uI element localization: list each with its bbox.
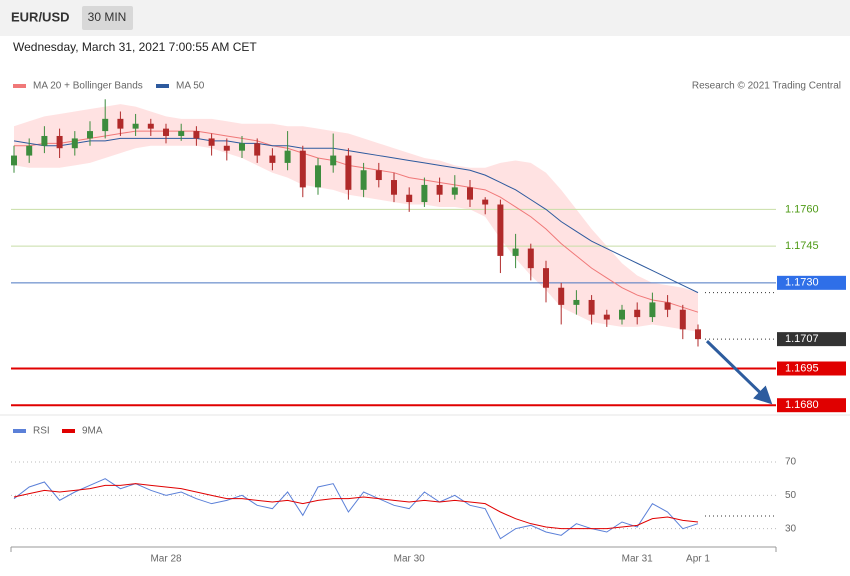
candle-body	[527, 248, 534, 269]
series-line	[13, 478, 699, 540]
legend-label: MA 20 + Bollinger Bands	[33, 81, 143, 92]
level-label: 1.1695	[785, 362, 819, 374]
candle-body	[284, 150, 291, 163]
candle-body	[588, 299, 595, 315]
candle-body	[664, 302, 671, 310]
level-label: 1.1707	[785, 333, 819, 345]
candle-body	[558, 287, 565, 305]
candle-body	[497, 204, 504, 256]
candle-body	[71, 138, 78, 149]
candle-body	[436, 184, 443, 195]
candle-body	[56, 135, 63, 149]
candle-body	[269, 155, 276, 163]
candle-body	[375, 170, 382, 181]
level-label: 1.1745	[785, 240, 819, 252]
candle-body	[482, 199, 489, 205]
candle-body	[239, 143, 245, 151]
bollinger-band	[14, 104, 698, 332]
candle-body	[315, 165, 321, 188]
candle-body	[193, 131, 200, 139]
legend-label: RSI	[33, 426, 50, 437]
symbol: EUR/USD	[11, 9, 70, 24]
candle-body	[634, 309, 641, 318]
y-tick-label: 50	[785, 490, 797, 501]
legend-swatch	[156, 84, 169, 88]
level-label: 1.1680	[785, 399, 819, 411]
y-tick-label: 70	[785, 457, 797, 468]
legend-label: 9MA	[82, 426, 103, 437]
candle-body	[421, 184, 428, 203]
candle-body	[132, 123, 139, 129]
level-box	[777, 275, 846, 290]
candle-body	[147, 123, 154, 129]
candle-body	[163, 128, 169, 136]
candle-body	[87, 131, 93, 139]
legend-swatch	[13, 84, 26, 88]
candle-body	[451, 187, 458, 195]
credit: Research © 2021 Trading Central	[692, 81, 841, 92]
legend-swatch	[62, 429, 75, 433]
level-box	[777, 361, 846, 376]
candle-body	[11, 155, 17, 166]
candle-body	[391, 180, 397, 195]
candle-body	[603, 314, 610, 320]
date: Wednesday, March 31, 2021 7:00:55 AM CET	[13, 40, 257, 54]
candle-body	[360, 170, 367, 190]
candle-body	[208, 138, 215, 146]
level-label: 1.1730	[785, 277, 819, 289]
candle-body	[102, 118, 109, 132]
level-box	[777, 332, 846, 347]
level-box	[777, 398, 846, 413]
candle-body	[619, 309, 625, 320]
legend-swatch	[13, 429, 26, 433]
candle-body	[345, 155, 352, 190]
candle-body	[695, 329, 701, 340]
forecast-arrow	[705, 340, 773, 405]
candle-body	[543, 268, 549, 288]
y-tick-label: 30	[785, 523, 797, 534]
candle-body	[26, 145, 33, 156]
candle-body	[223, 145, 230, 151]
header-bar	[0, 0, 850, 36]
candle-body	[117, 118, 124, 129]
candle-body	[467, 187, 473, 200]
interval-button[interactable]	[82, 6, 133, 30]
candle-body	[649, 302, 656, 318]
candle-body	[512, 248, 519, 256]
candle-body	[679, 309, 686, 330]
series-line	[13, 483, 699, 530]
ma-line	[13, 137, 699, 294]
legend-label: MA 50	[176, 81, 205, 92]
ma-line	[14, 130, 699, 313]
candle-body	[254, 143, 261, 156]
x-tick-label: Mar 30	[394, 554, 426, 565]
candle-body	[330, 155, 337, 166]
x-tick-label: Mar 28	[150, 554, 182, 565]
candle-body	[178, 131, 185, 136]
candle-body	[299, 150, 306, 188]
candle-body	[406, 194, 413, 203]
candle-body	[573, 299, 580, 305]
level-label: 1.1760	[785, 203, 819, 215]
candle-body	[41, 135, 48, 146]
interval[interactable]: 30 MIN	[88, 10, 127, 24]
x-tick-label: Apr 1	[686, 554, 710, 565]
x-tick-label: Mar 31	[622, 554, 654, 565]
